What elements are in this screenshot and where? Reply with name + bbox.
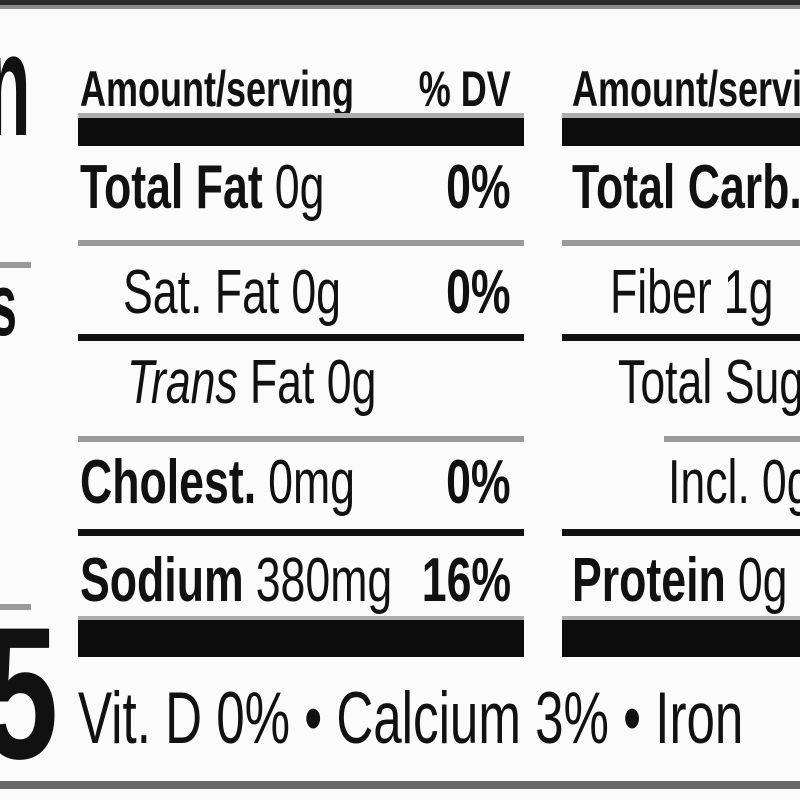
cropped-letter-s: s — [0, 254, 39, 355]
bottom-rule — [0, 781, 800, 789]
row-trans-fat: Trans Fat 0g — [127, 348, 377, 417]
divider-black-left-1 — [78, 334, 524, 341]
row-fiber: Fiber 1g — [610, 258, 774, 327]
sodium-dv: 16% — [421, 546, 511, 615]
left-dv-header: % DV — [418, 61, 511, 117]
divider-gray-right-short — [664, 436, 800, 442]
cropped-calories-digit: 5 — [0, 585, 88, 800]
cholesterol-dv: 0% — [446, 448, 511, 517]
right-header-bar — [562, 113, 800, 146]
left-header-bar — [78, 113, 524, 146]
right-amount-serving-header: Amount/serving — [572, 61, 800, 117]
row-sodium: Sodium 380mg 16% — [80, 546, 511, 615]
sat-fat-dv: 0% — [446, 258, 511, 327]
left-edge-divider-lower — [0, 604, 31, 610]
divider-gray-left-2 — [78, 436, 524, 442]
row-total-fat: Total Fat 0g 0% — [80, 153, 511, 222]
divider-gray-right-1 — [562, 240, 800, 246]
row-total-sugars: Total Sugars — [618, 348, 800, 417]
left-edge-divider-upper — [0, 262, 31, 268]
total-fat-dv: 0% — [446, 153, 511, 222]
left-amount-serving-header: Amount/serving — [80, 61, 355, 117]
row-cholesterol: Cholest. 0mg 0% — [80, 448, 511, 517]
divider-black-left-2 — [78, 529, 524, 536]
right-bottom-bar — [562, 616, 800, 657]
row-total-carb: Total Carb. — [572, 153, 800, 222]
cropped-letter-n: n — [0, 1, 75, 169]
divider-black-right-1 — [562, 334, 800, 341]
row-incl-added-sugars: Incl.0g Added Sugars — [668, 448, 800, 517]
row-sat-fat: Sat. Fat 0g 0% — [123, 258, 511, 327]
top-rule — [0, 0, 800, 9]
right-header-row: Amount/serving — [572, 61, 800, 139]
row-protein: Protein 0g — [572, 546, 788, 615]
divider-black-right-2 — [562, 529, 800, 536]
left-header-row: Amount/serving % DV — [78, 61, 524, 139]
micronutrients-line: Vit. D 0% • Calcium 3% • Iron — [78, 678, 744, 759]
left-bottom-bar — [78, 616, 524, 657]
divider-gray-left-1 — [78, 240, 524, 246]
